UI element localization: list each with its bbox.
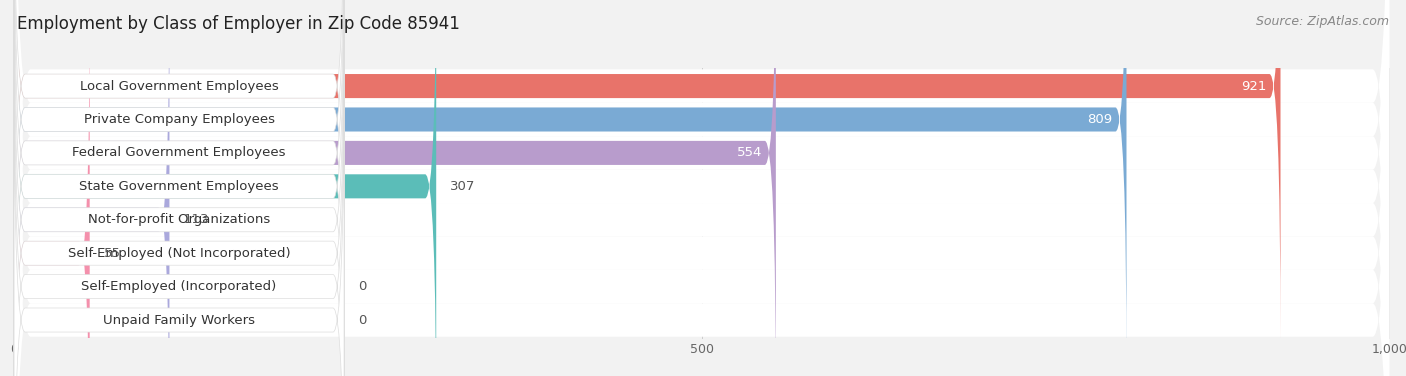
Text: Federal Government Employees: Federal Government Employees — [72, 146, 285, 159]
Text: 554: 554 — [737, 146, 762, 159]
FancyBboxPatch shape — [14, 0, 1389, 376]
FancyBboxPatch shape — [14, 31, 344, 376]
FancyBboxPatch shape — [14, 0, 436, 376]
Text: Local Government Employees: Local Government Employees — [80, 80, 278, 92]
Text: Self-Employed (Incorporated): Self-Employed (Incorporated) — [82, 280, 277, 293]
Text: 0: 0 — [357, 280, 366, 293]
FancyBboxPatch shape — [14, 0, 1389, 376]
FancyBboxPatch shape — [14, 0, 1389, 376]
Text: Employment by Class of Employer in Zip Code 85941: Employment by Class of Employer in Zip C… — [17, 15, 460, 33]
FancyBboxPatch shape — [14, 0, 344, 376]
FancyBboxPatch shape — [14, 0, 1281, 341]
Text: 809: 809 — [1088, 113, 1112, 126]
FancyBboxPatch shape — [14, 0, 1126, 375]
Text: 0: 0 — [357, 314, 366, 326]
FancyBboxPatch shape — [14, 0, 344, 376]
FancyBboxPatch shape — [14, 0, 1389, 376]
FancyBboxPatch shape — [14, 0, 1389, 376]
FancyBboxPatch shape — [14, 0, 1389, 376]
FancyBboxPatch shape — [14, 0, 344, 375]
Text: 55: 55 — [104, 247, 121, 260]
Text: Private Company Employees: Private Company Employees — [83, 113, 274, 126]
Text: Source: ZipAtlas.com: Source: ZipAtlas.com — [1256, 15, 1389, 28]
FancyBboxPatch shape — [14, 0, 344, 341]
FancyBboxPatch shape — [14, 0, 344, 376]
FancyBboxPatch shape — [14, 0, 1389, 376]
Text: State Government Employees: State Government Employees — [79, 180, 278, 193]
FancyBboxPatch shape — [14, 0, 1389, 376]
FancyBboxPatch shape — [14, 0, 344, 376]
Text: 113: 113 — [183, 213, 208, 226]
Text: Unpaid Family Workers: Unpaid Family Workers — [103, 314, 254, 326]
Text: 921: 921 — [1241, 80, 1267, 92]
FancyBboxPatch shape — [14, 0, 170, 376]
Text: 307: 307 — [450, 180, 475, 193]
FancyBboxPatch shape — [14, 0, 776, 376]
FancyBboxPatch shape — [14, 0, 90, 376]
Text: Self-Employed (Not Incorporated): Self-Employed (Not Incorporated) — [67, 247, 291, 260]
FancyBboxPatch shape — [14, 65, 344, 376]
Text: Not-for-profit Organizations: Not-for-profit Organizations — [89, 213, 270, 226]
